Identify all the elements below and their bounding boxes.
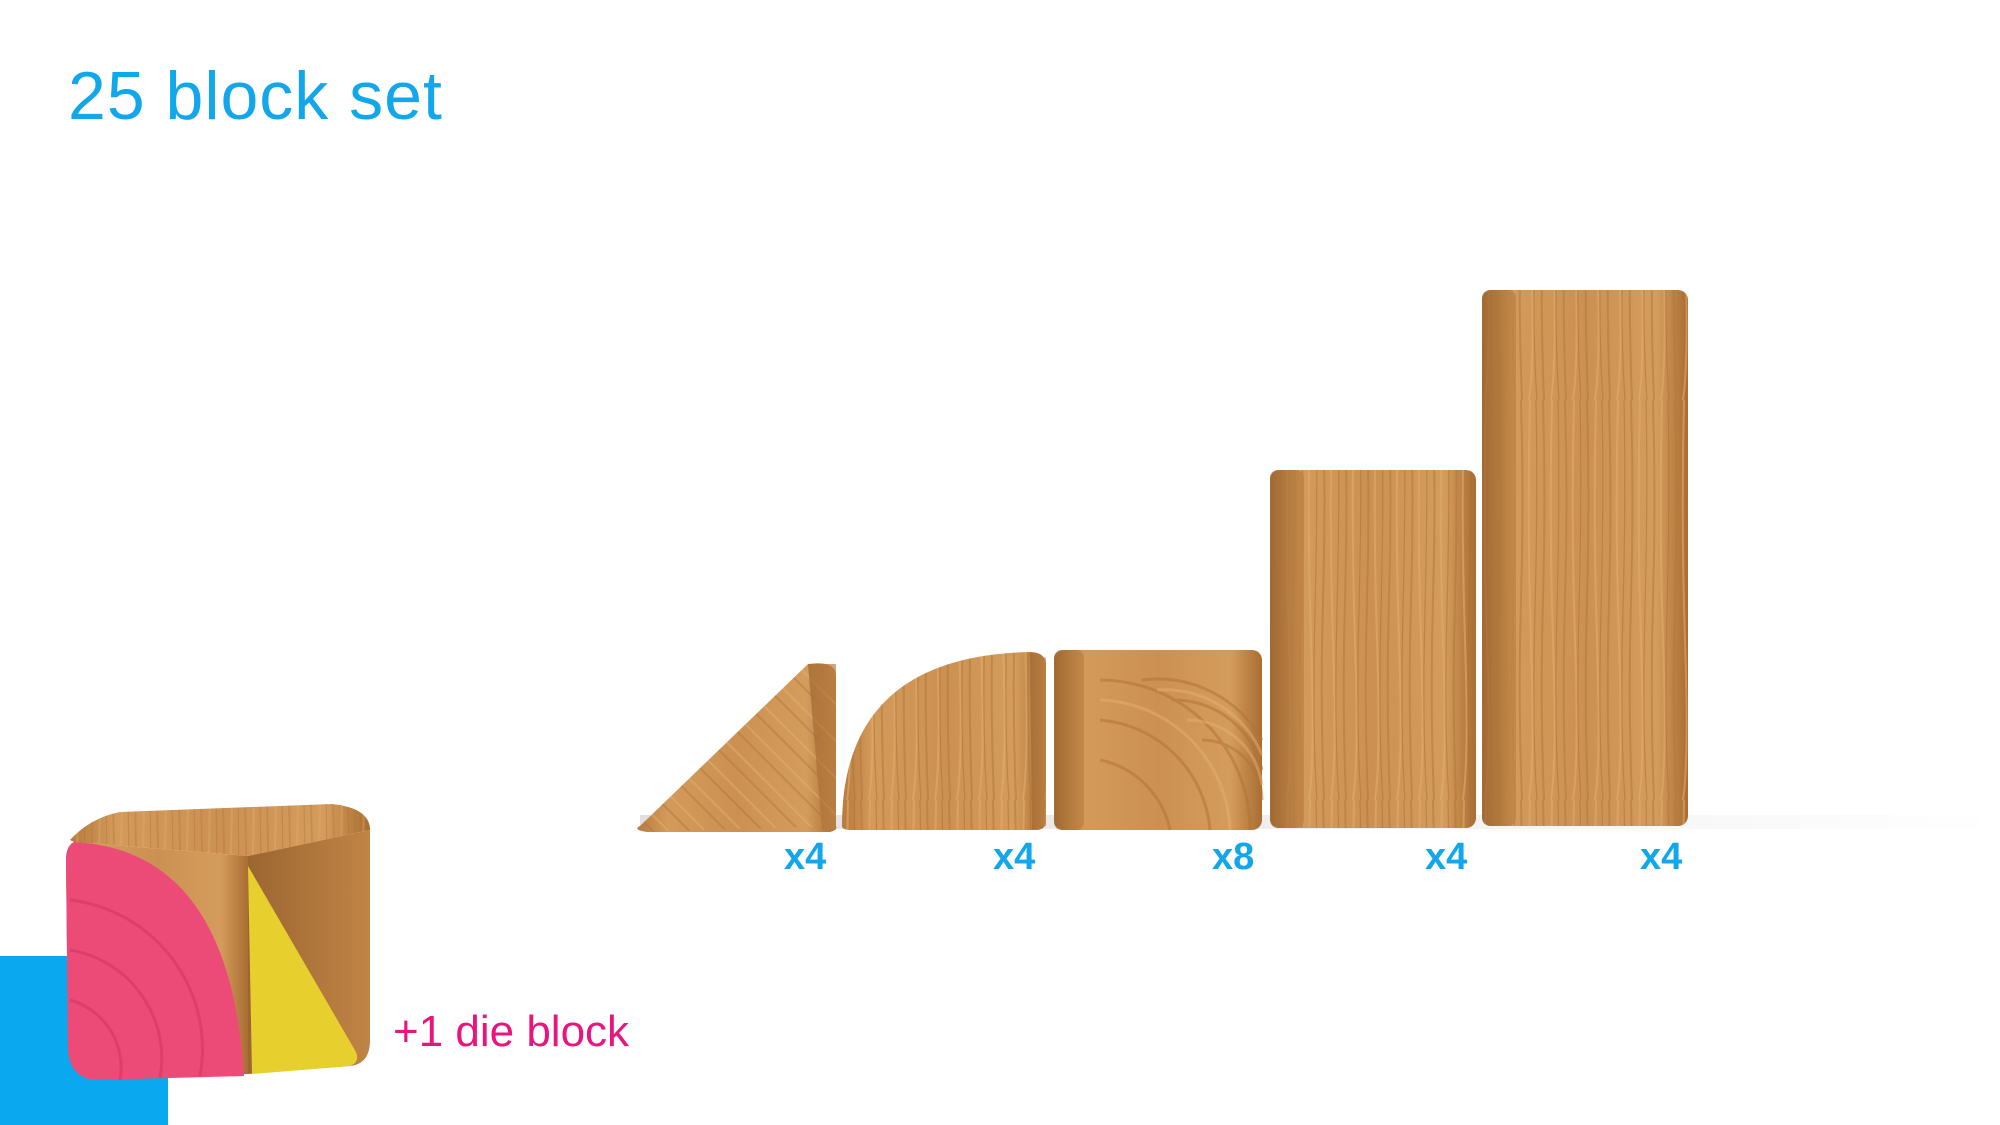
triangle-block — [637, 663, 837, 832]
die-yellow-face — [248, 866, 358, 1074]
cube-block — [1054, 650, 1264, 831]
quarter-circle-block — [842, 652, 1046, 830]
die-block — [66, 804, 370, 1081]
triangle-count: x4 — [784, 836, 827, 878]
die-block-label: +1 die block — [393, 1007, 630, 1056]
medium-pillar-count: x4 — [1425, 836, 1468, 878]
cube-count: x8 — [1212, 836, 1255, 878]
tall-pillar-block — [1482, 290, 1688, 826]
medium-pillar-block — [1270, 470, 1476, 828]
page-title: 25 block set — [68, 58, 443, 134]
quarter-circle-count: x4 — [993, 836, 1036, 878]
tall-pillar-count: x4 — [1640, 836, 1683, 878]
